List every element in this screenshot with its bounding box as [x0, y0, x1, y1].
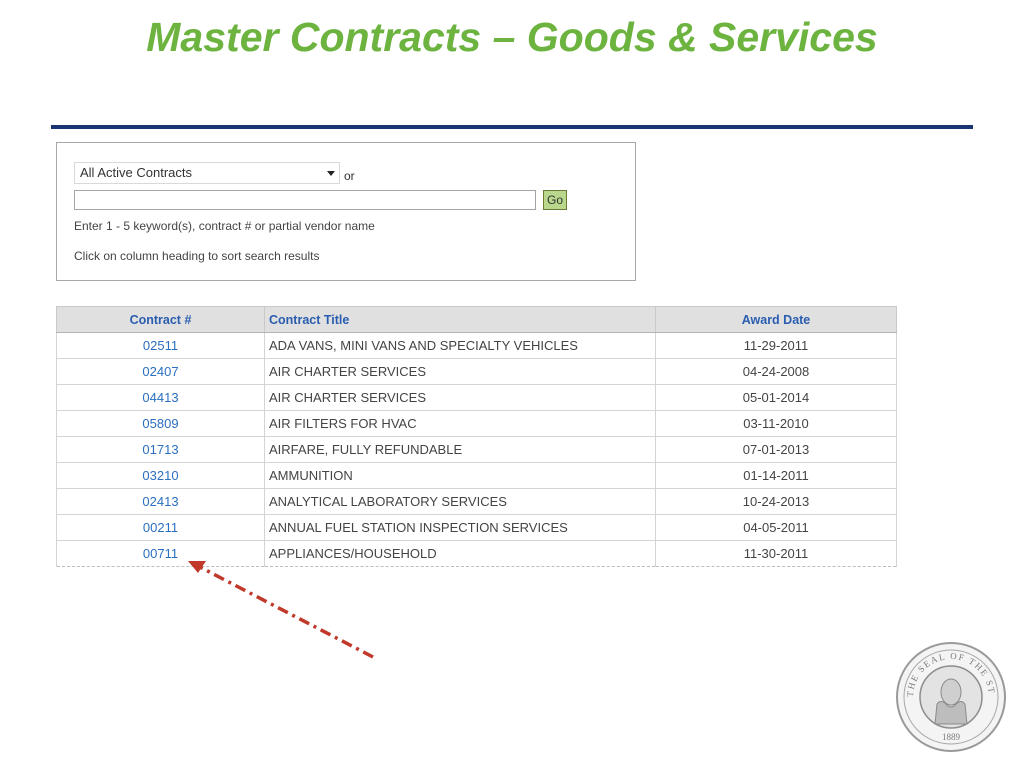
award-date-cell: 05-01-2014: [655, 384, 897, 411]
contracts-table: Contract # Contract Title Award Date 025…: [56, 306, 897, 567]
contract-number-link[interactable]: 03210: [56, 462, 265, 489]
table-row: 02413 ANALYTICAL LABORATORY SERVICES 10-…: [56, 488, 897, 515]
table-row: 03210 AMMUNITION 01-14-2011: [56, 462, 897, 489]
header-contract-title[interactable]: Contract Title: [264, 306, 656, 333]
title-divider: [51, 125, 973, 129]
sort-hint: Click on column heading to sort search r…: [74, 249, 320, 263]
award-date-cell: 01-14-2011: [655, 462, 897, 489]
search-hint: Enter 1 - 5 keyword(s), contract # or pa…: [74, 219, 375, 233]
contract-number-link[interactable]: 02413: [56, 488, 265, 515]
contract-title-cell: AIR FILTERS FOR HVAC: [264, 410, 656, 437]
contract-title-cell: AMMUNITION: [264, 462, 656, 489]
table-row: 04413 AIR CHARTER SERVICES 05-01-2014: [56, 384, 897, 411]
search-input[interactable]: [74, 190, 536, 210]
award-date-cell: 10-24-2013: [655, 488, 897, 515]
table-row: 00711 APPLIANCES/HOUSEHOLD 11-30-2011: [56, 540, 897, 567]
go-button[interactable]: Go: [543, 190, 567, 210]
table-row: 05809 AIR FILTERS FOR HVAC 03-11-2010: [56, 410, 897, 437]
contract-title-cell: AIR CHARTER SERVICES: [264, 358, 656, 385]
page-title: Master Contracts – Goods & Services: [146, 14, 878, 60]
dropdown-selected-value: All Active Contracts: [80, 165, 192, 180]
dash-dot-arrow-icon: [188, 561, 374, 659]
contract-number-link[interactable]: 00211: [56, 514, 265, 541]
contract-title-cell: ADA VANS, MINI VANS AND SPECIALTY VEHICL…: [264, 332, 656, 359]
award-date-cell: 03-11-2010: [655, 410, 897, 437]
seal-year: 1889: [942, 732, 961, 742]
contract-number-link[interactable]: 00711: [56, 540, 265, 567]
contract-title-cell: ANALYTICAL LABORATORY SERVICES: [264, 488, 656, 515]
award-date-cell: 04-24-2008: [655, 358, 897, 385]
table-header-row: Contract # Contract Title Award Date: [56, 306, 897, 333]
header-contract-number[interactable]: Contract #: [56, 306, 265, 333]
dropdown-arrow-icon: [327, 171, 335, 176]
award-date-cell: 07-01-2013: [655, 436, 897, 463]
contract-number-link[interactable]: 02407: [56, 358, 265, 385]
award-date-cell: 11-30-2011: [655, 540, 897, 567]
contract-number-link[interactable]: 01713: [56, 436, 265, 463]
contract-filter-dropdown[interactable]: All Active Contracts: [74, 162, 340, 184]
award-date-cell: 04-05-2011: [655, 514, 897, 541]
table-row: 02407 AIR CHARTER SERVICES 04-24-2008: [56, 358, 897, 385]
table-row: 00211 ANNUAL FUEL STATION INSPECTION SER…: [56, 514, 897, 541]
header-award-date[interactable]: Award Date: [655, 306, 897, 333]
contract-title-cell: AIRFARE, FULLY REFUNDABLE: [264, 436, 656, 463]
contract-number-link[interactable]: 05809: [56, 410, 265, 437]
or-label: or: [344, 169, 355, 183]
contract-number-link[interactable]: 04413: [56, 384, 265, 411]
table-row: 01713 AIRFARE, FULLY REFUNDABLE 07-01-20…: [56, 436, 897, 463]
washington-state-seal-icon: THE SEAL OF THE STATE OF WASHINGTON 1889: [894, 640, 1006, 752]
contract-title-cell: ANNUAL FUEL STATION INSPECTION SERVICES: [264, 514, 656, 541]
table-row: 02511 ADA VANS, MINI VANS AND SPECIALTY …: [56, 332, 897, 359]
award-date-cell: 11-29-2011: [655, 332, 897, 359]
contract-title-cell: AIR CHARTER SERVICES: [264, 384, 656, 411]
search-panel: All Active Contracts or Go Enter 1 - 5 k…: [56, 142, 636, 281]
contract-number-link[interactable]: 02511: [56, 332, 265, 359]
